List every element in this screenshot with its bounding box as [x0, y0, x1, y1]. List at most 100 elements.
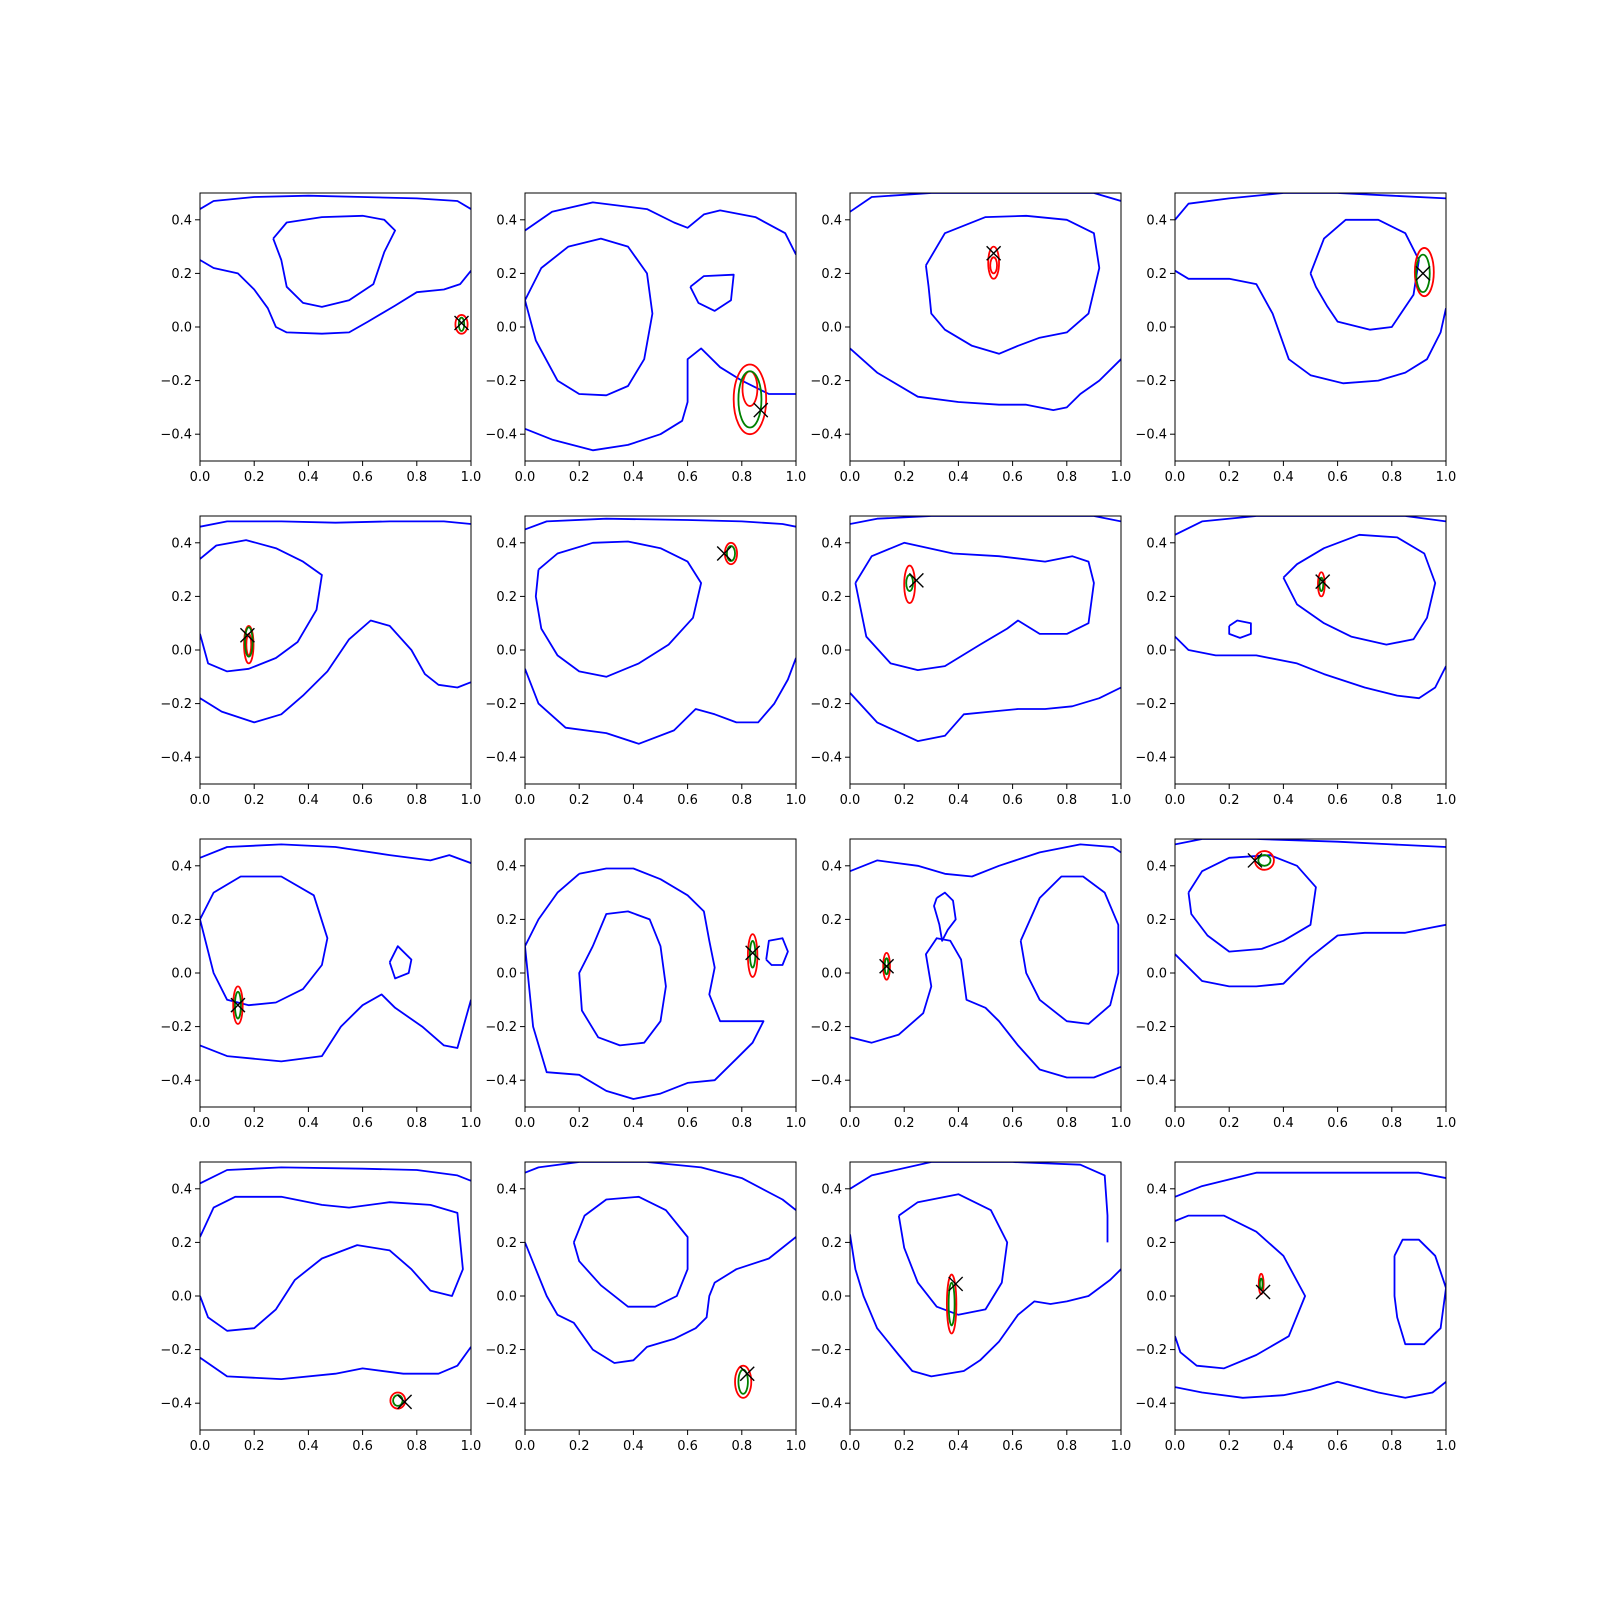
y-tick-label: 0.0 [1146, 967, 1167, 982]
axes-frame [1174, 838, 1447, 1108]
x-tick-label: 0.4 [298, 793, 319, 808]
x-tick-label: 0.2 [569, 1116, 590, 1131]
x-tick-label: 0.4 [1273, 1116, 1294, 1131]
axes-frame [849, 838, 1122, 1108]
x-tick-label: 1.0 [1111, 793, 1132, 808]
blue-contour [854, 541, 1095, 671]
blue-contour [200, 539, 323, 673]
blue-contour [933, 891, 957, 942]
y-tick-label: −0.4 [810, 751, 842, 766]
y-tick-label: 0.0 [821, 321, 842, 336]
y-tick-label: 0.4 [171, 536, 192, 551]
green-contour [244, 626, 254, 658]
green-contour [1257, 854, 1272, 867]
y-tick-label: 0.0 [821, 644, 842, 659]
red-contour [232, 985, 244, 1025]
y-tick-label: −0.4 [1135, 751, 1167, 766]
y-tick-label: −0.4 [485, 428, 517, 443]
y-tick-label: 0.4 [821, 536, 842, 551]
y-tick-label: 0.0 [821, 1290, 842, 1305]
y-tick-label: −0.4 [810, 428, 842, 443]
x-tick-label: 0.6 [1002, 470, 1023, 485]
x-tick-label: 0.2 [569, 1439, 590, 1454]
axes-frame [524, 192, 797, 462]
red-contour [732, 363, 768, 436]
x-tick-label: 0.8 [1381, 1439, 1402, 1454]
y-tick-label: 0.0 [1146, 644, 1167, 659]
x-tick-label: 0.0 [515, 1439, 536, 1454]
x-tick-label: 0.6 [677, 1439, 698, 1454]
blue-contour [1175, 516, 1446, 536]
x-tick-label: 0.2 [569, 470, 590, 485]
x-tick-label: 0.6 [1327, 470, 1348, 485]
x-tick-label: 0.2 [1219, 1439, 1240, 1454]
x-tick-label: 0.0 [840, 793, 861, 808]
x-tick-label: 0.4 [1273, 470, 1294, 485]
y-tick-label: 0.2 [496, 1236, 517, 1251]
y-tick-label: 0.2 [496, 590, 517, 605]
red-contour [987, 245, 1000, 280]
y-tick-label: 0.2 [171, 590, 192, 605]
y-tick-label: 0.4 [171, 1182, 192, 1197]
red-contour [746, 933, 759, 978]
x-tick-label: 0.4 [948, 470, 969, 485]
plot-area [850, 843, 1121, 1079]
y-tick-label: −0.2 [160, 697, 192, 712]
y-tick-label: −0.2 [485, 1343, 517, 1358]
y-tick-label: 0.2 [171, 267, 192, 282]
x-tick-label: 0.6 [1002, 1439, 1023, 1454]
y-tick-label: 0.4 [496, 859, 517, 874]
y-tick-label: −0.2 [810, 374, 842, 389]
red-contour [1413, 247, 1435, 298]
blue-contour [200, 520, 471, 528]
green-contour [1258, 1277, 1264, 1291]
x-tick-label: 1.0 [1436, 1439, 1457, 1454]
blue-contour [1228, 619, 1252, 639]
x-tick-label: 0.2 [244, 793, 265, 808]
y-tick-label: 0.0 [496, 1290, 517, 1305]
panel-8: 0.0 0.2 0.4 0.6 0.8 1.0 −0.4 −0.2 0.0 0.2 0.4 [1135, 515, 1457, 808]
blue-contour [1175, 635, 1446, 700]
blue-contour [200, 875, 329, 1007]
green-contour [392, 1394, 404, 1407]
x-tick-label: 0.0 [515, 793, 536, 808]
y-tick-label: 0.2 [496, 913, 517, 928]
axes-frame [199, 1161, 472, 1431]
y-tick-label: 0.0 [171, 967, 192, 982]
y-tick-label: 0.0 [1146, 1290, 1167, 1305]
x-tick-label: 0.2 [244, 470, 265, 485]
panel-1: 0.0 0.2 0.4 0.6 0.8 1.0 −0.4 −0.2 0.0 0.2 0.4 [160, 192, 481, 485]
y-tick-label: −0.4 [810, 1074, 842, 1089]
panel-5: 0.0 0.2 0.4 0.6 0.8 1.0 −0.4 −0.2 0.0 0.2 0.4 [160, 515, 481, 808]
green-contour [234, 990, 242, 1020]
axes-frame [199, 192, 472, 462]
y-tick-label: 0.2 [821, 590, 842, 605]
blue-contour [534, 540, 702, 678]
red-contour [945, 1273, 958, 1335]
y-tick-label: 0.2 [1146, 913, 1167, 928]
x-marker [948, 1276, 964, 1292]
green-contour [905, 574, 914, 592]
x-marker [986, 245, 1002, 261]
x-marker [230, 997, 246, 1013]
blue-contour [200, 1166, 471, 1185]
x-tick-label: 0.8 [1381, 793, 1402, 808]
x-tick-label: 0.0 [515, 470, 536, 485]
y-tick-label: −0.4 [485, 751, 517, 766]
plot-area [525, 517, 796, 745]
blue-contour [850, 1234, 1121, 1378]
x-tick-label: 0.6 [352, 470, 373, 485]
green-contour [749, 939, 757, 969]
axes-frame [849, 1161, 1122, 1431]
y-tick-label: 0.4 [171, 859, 192, 874]
x-tick-label: 0.8 [731, 1116, 752, 1131]
x-marker [908, 572, 924, 588]
blue-contour [1175, 1380, 1446, 1399]
x-tick-label: 0.0 [1165, 470, 1186, 485]
x-tick-label: 1.0 [1436, 793, 1457, 808]
panel-10: 0.0 0.2 0.4 0.6 0.8 1.0 −0.4 −0.2 0.0 0.2 0.4 [485, 838, 806, 1131]
x-tick-label: 0.2 [244, 1116, 265, 1131]
x-tick-label: 0.2 [244, 1439, 265, 1454]
x-tick-label: 1.0 [786, 470, 807, 485]
